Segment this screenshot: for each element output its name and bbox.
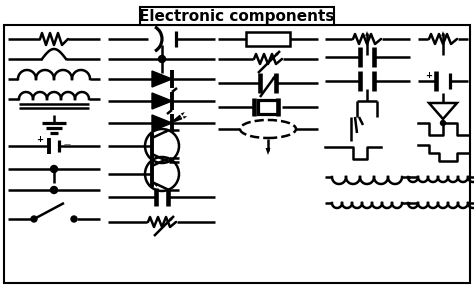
Polygon shape xyxy=(441,31,445,36)
Bar xyxy=(258,100,278,114)
Polygon shape xyxy=(152,71,172,87)
Polygon shape xyxy=(165,129,170,133)
Polygon shape xyxy=(265,148,271,155)
Polygon shape xyxy=(140,7,334,25)
Circle shape xyxy=(51,166,57,172)
Circle shape xyxy=(158,55,165,63)
Polygon shape xyxy=(272,75,276,80)
Circle shape xyxy=(51,187,57,193)
Text: +: + xyxy=(426,71,432,79)
Text: —: — xyxy=(64,141,71,147)
Text: +: + xyxy=(36,135,44,144)
Polygon shape xyxy=(181,112,185,116)
Polygon shape xyxy=(152,93,172,109)
Bar xyxy=(246,32,290,46)
Circle shape xyxy=(71,216,77,222)
Circle shape xyxy=(31,216,37,222)
Polygon shape xyxy=(365,31,369,36)
Polygon shape xyxy=(183,116,187,119)
Polygon shape xyxy=(153,183,158,187)
Polygon shape xyxy=(169,216,174,221)
Text: Electronic components: Electronic components xyxy=(139,9,335,24)
Circle shape xyxy=(440,121,446,125)
Polygon shape xyxy=(275,51,280,56)
Polygon shape xyxy=(152,115,172,131)
